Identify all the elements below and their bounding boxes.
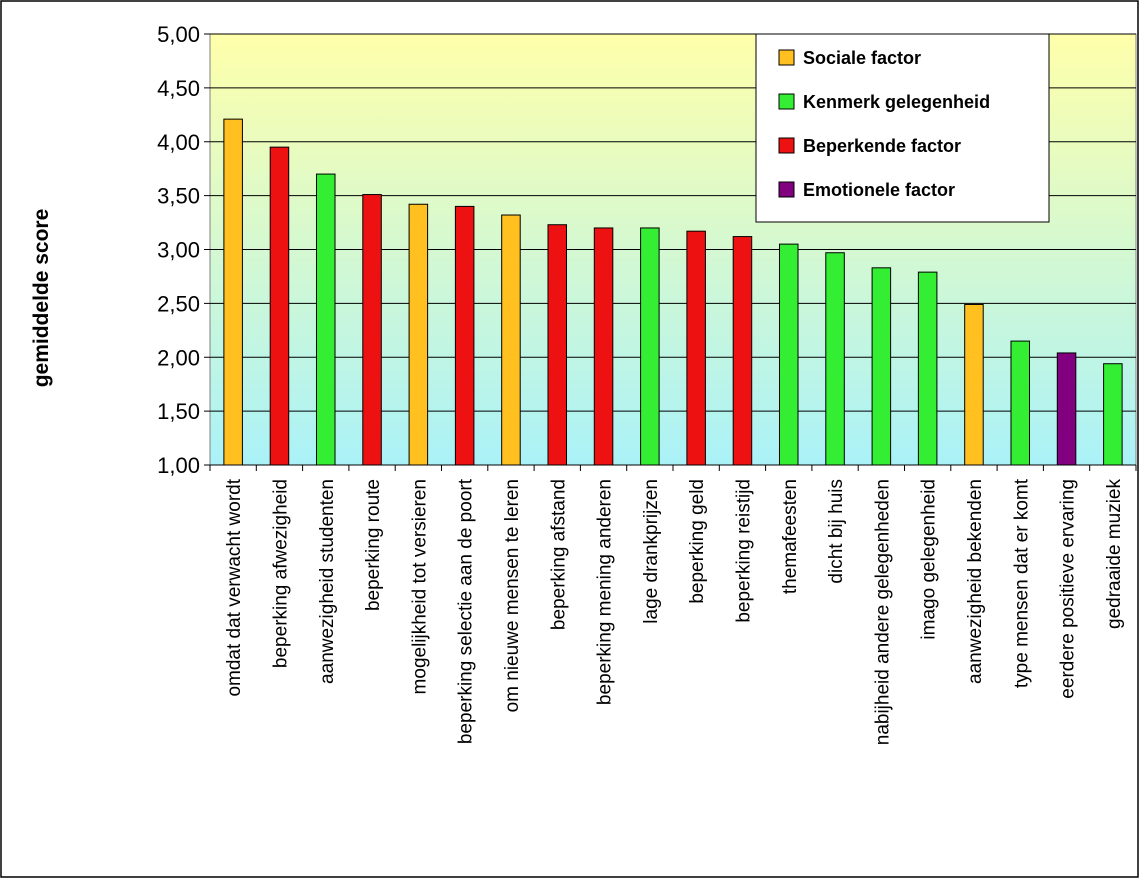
bar [454, 205, 475, 466]
legend-label: Kenmerk gelegenheid [803, 92, 990, 112]
legend-label: Sociale factor [803, 48, 921, 68]
bar [1103, 363, 1123, 466]
bar [501, 214, 521, 466]
y-tick-label: 1,50 [157, 399, 200, 424]
x-category-label: lage drankprijzen [641, 479, 662, 624]
y-tick-label: 1,00 [157, 453, 200, 478]
x-category-label: dicht bij huis [826, 479, 847, 584]
bar [964, 303, 984, 466]
x-category-label: om nieuwe mensen te leren [502, 479, 523, 712]
x-category-label: type mensen dat er komt [1011, 478, 1032, 688]
y-tick-label: 5,00 [157, 22, 200, 47]
x-category-label: beperking afstand [548, 479, 569, 630]
x-category-label: aanwezigheid studenten [317, 479, 338, 684]
bar [686, 230, 706, 466]
x-category-label: beperking reistijd [733, 479, 754, 623]
y-axis-ticks: 1,00 1,50 2,00 2,50 3,00 3,50 4,00 4,50 5,00 [157, 22, 210, 478]
x-category-label: beperking selectie aan de poort [456, 478, 477, 744]
y-tick-label: 4,00 [157, 130, 200, 155]
x-category-label: beperking afwezigheid [270, 479, 291, 668]
x-category-label: nabijheid andere gelegenheden [872, 479, 893, 745]
bar [732, 236, 753, 466]
y-tick-label: 3,50 [157, 184, 200, 209]
x-category-label: imago gelegenheid [919, 479, 940, 640]
bar [640, 227, 660, 466]
bar [408, 203, 429, 466]
legend-swatch [778, 137, 795, 154]
x-category-label: eerdere positieve ervaring [1058, 479, 1079, 699]
x-category-label: aanwezigheid bekenden [965, 479, 986, 684]
bar [825, 252, 845, 466]
x-category-label: beperking mening anderen [595, 479, 616, 705]
x-category-label: mogelijkheid tot versieren [409, 479, 430, 694]
y-axis-label: gemiddelde score [30, 209, 53, 388]
y-tick-label: 4,50 [157, 76, 200, 101]
bar [778, 243, 799, 466]
bar [362, 194, 382, 466]
bar [1010, 340, 1031, 466]
x-axis-labels: omdat dat verwacht wordt beperking afwezi… [209, 465, 1137, 745]
legend-swatch [778, 181, 795, 198]
bars [223, 118, 1123, 466]
legend-swatch [778, 93, 795, 110]
bar [547, 224, 568, 466]
y-tick-label: 3,00 [157, 238, 200, 263]
legend-swatch [778, 49, 795, 66]
bar [871, 267, 892, 466]
legend-label: Emotionele factor [803, 180, 955, 200]
bar [223, 118, 243, 466]
x-category-label: beperking route [363, 479, 384, 611]
legend-box [755, 33, 1050, 223]
y-tick-label: 2,50 [157, 291, 200, 316]
bar [917, 271, 938, 466]
x-category-label: themafeesten [780, 479, 801, 594]
legend-label: Beperkende factor [803, 136, 961, 156]
bar [269, 146, 290, 466]
y-tick-label: 2,00 [157, 345, 200, 370]
bar [1056, 352, 1077, 466]
x-category-label: beperking geld [687, 479, 708, 604]
x-category-label: gedraaide muziek [1104, 479, 1125, 629]
bar [315, 173, 336, 466]
bar [593, 227, 614, 466]
legend: Sociale factor Kenmerk gelegenheid Beperke… [755, 33, 1050, 223]
x-category-label: omdat dat verwacht wordt [224, 478, 245, 696]
